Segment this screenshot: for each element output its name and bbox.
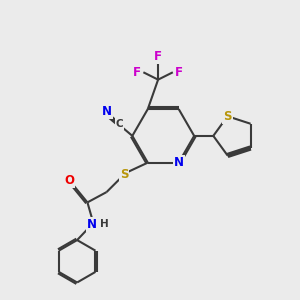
Text: F: F xyxy=(133,66,141,79)
Text: F: F xyxy=(175,66,183,79)
Text: N: N xyxy=(102,105,112,118)
Text: S: S xyxy=(120,168,128,181)
Text: S: S xyxy=(223,110,232,123)
Text: N: N xyxy=(174,156,184,169)
Text: H: H xyxy=(100,220,109,230)
Text: N: N xyxy=(87,218,97,231)
Text: O: O xyxy=(64,174,74,188)
Text: C: C xyxy=(116,119,123,129)
Text: F: F xyxy=(154,50,162,64)
